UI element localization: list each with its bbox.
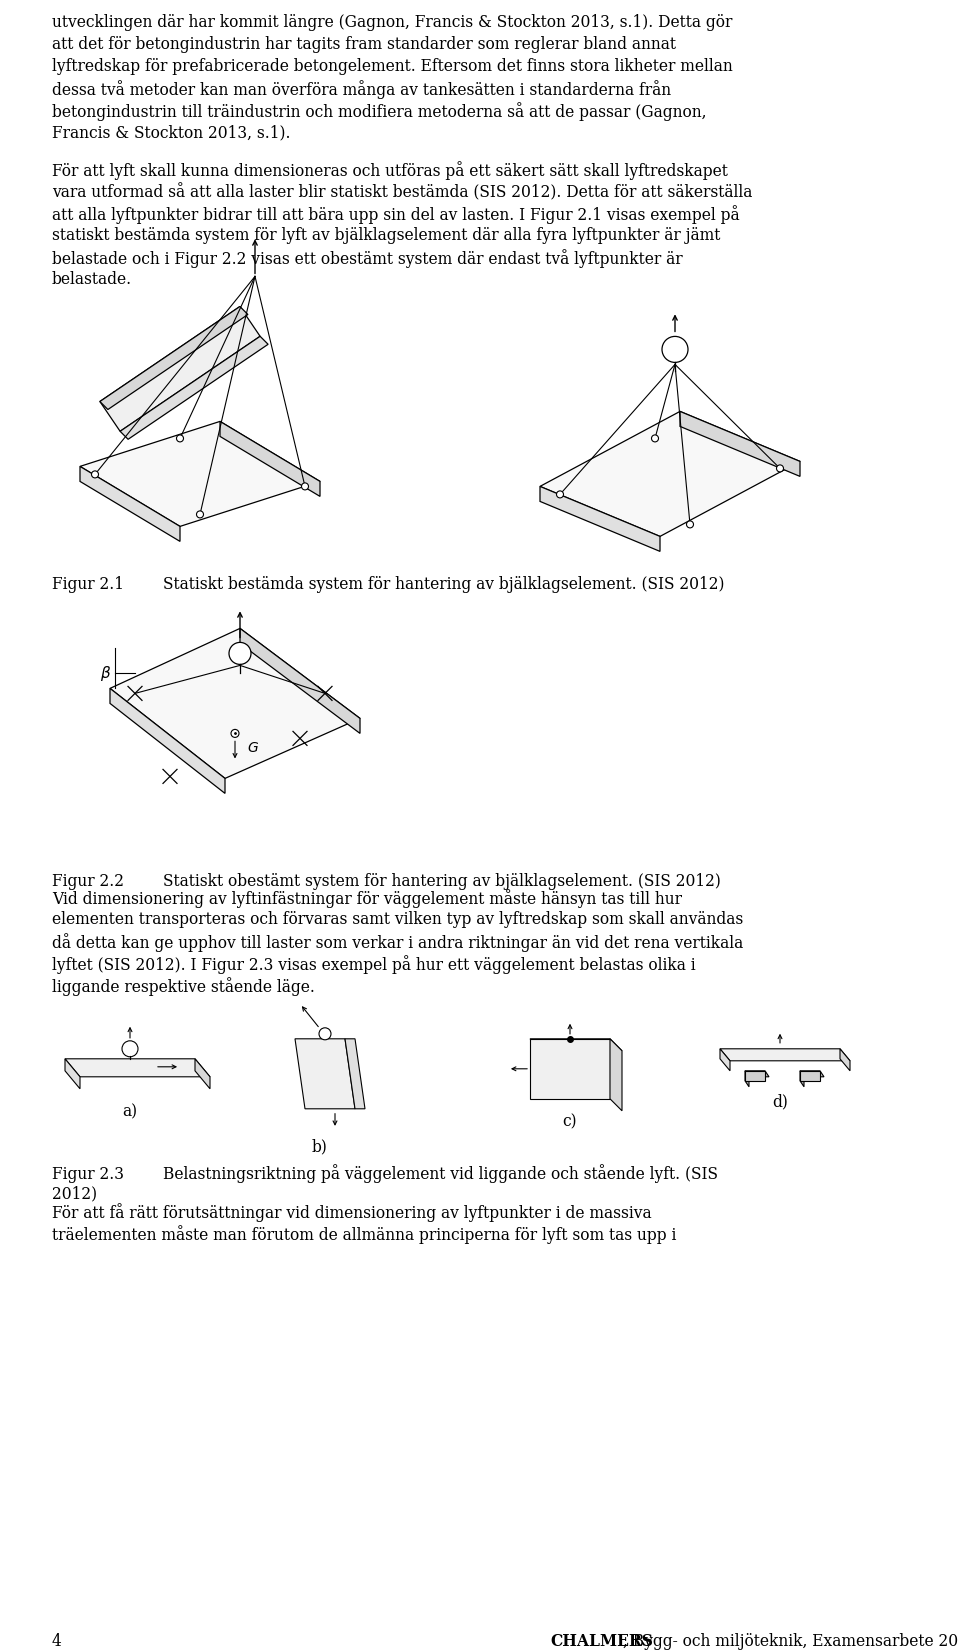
Text: liggande respektive stående läge.: liggande respektive stående läge. xyxy=(52,977,315,996)
Polygon shape xyxy=(295,1038,355,1109)
Polygon shape xyxy=(220,421,320,497)
Circle shape xyxy=(231,730,239,738)
Polygon shape xyxy=(540,411,800,537)
Circle shape xyxy=(301,482,308,490)
Polygon shape xyxy=(720,1048,730,1071)
Polygon shape xyxy=(745,1071,769,1076)
Circle shape xyxy=(557,490,564,499)
Polygon shape xyxy=(720,1048,850,1062)
Text: utvecklingen där har kommit längre (Gagnon, Francis & Stockton 2013, s.1). Detta: utvecklingen där har kommit längre (Gagn… xyxy=(52,13,732,31)
Text: , Bygg- och miljöteknik, Examensarbete 2014:23: , Bygg- och miljöteknik, Examensarbete 2… xyxy=(623,1633,960,1649)
Polygon shape xyxy=(800,1071,820,1081)
Text: För att få rätt förutsättningar vid dimensionering av lyftpunkter i de massiva: För att få rätt förutsättningar vid dime… xyxy=(52,1204,652,1222)
Text: Figur 2.3        Belastningsriktning på väggelement vid liggande och stående lyf: Figur 2.3 Belastningsriktning på väggele… xyxy=(52,1164,718,1182)
Text: statiskt bestämda system för lyft av bjälklagselement där alla fyra lyftpunkter : statiskt bestämda system för lyft av bjä… xyxy=(52,228,720,244)
Text: d): d) xyxy=(772,1095,788,1111)
Polygon shape xyxy=(240,629,360,733)
Circle shape xyxy=(229,642,251,664)
Text: träelementen måste man förutom de allmänna principerna för lyft som tas upp i: träelementen måste man förutom de allmän… xyxy=(52,1225,677,1245)
Text: 2012): 2012) xyxy=(52,1185,97,1204)
Circle shape xyxy=(686,522,693,528)
Polygon shape xyxy=(680,411,800,477)
Text: att alla lyftpunkter bidrar till att bära upp sin del av lasten. I Figur 2.1 vis: att alla lyftpunkter bidrar till att bär… xyxy=(52,205,739,225)
Polygon shape xyxy=(800,1071,804,1086)
Polygon shape xyxy=(80,466,180,542)
Text: $G$: $G$ xyxy=(247,741,259,756)
Polygon shape xyxy=(80,421,320,527)
Text: elementen transporteras och förvaras samt vilken typ av lyftredskap som skall an: elementen transporteras och förvaras sam… xyxy=(52,911,743,928)
Text: $\beta$: $\beta$ xyxy=(100,664,111,684)
Text: c): c) xyxy=(563,1114,577,1131)
Text: vara utformad så att alla laster blir statiskt bestämda (SIS 2012). Detta för at: vara utformad så att alla laster blir st… xyxy=(52,183,753,201)
Polygon shape xyxy=(745,1071,765,1081)
Polygon shape xyxy=(100,307,260,431)
Polygon shape xyxy=(840,1048,850,1071)
Polygon shape xyxy=(530,1038,622,1050)
Polygon shape xyxy=(530,1038,610,1100)
Polygon shape xyxy=(65,1058,210,1076)
Text: Francis & Stockton 2013, s.1).: Francis & Stockton 2013, s.1). xyxy=(52,124,291,140)
Circle shape xyxy=(652,434,659,442)
Polygon shape xyxy=(745,1071,749,1086)
Text: a): a) xyxy=(123,1105,137,1121)
Text: belastade.: belastade. xyxy=(52,271,132,289)
Text: Vid dimensionering av lyftinfästningar för väggelement måste hänsyn tas till hur: Vid dimensionering av lyftinfästningar f… xyxy=(52,888,682,908)
Polygon shape xyxy=(610,1038,622,1111)
Circle shape xyxy=(122,1040,138,1057)
Circle shape xyxy=(197,510,204,518)
Text: att det för betongindustrin har tagits fram standarder som reglerar bland annat: att det för betongindustrin har tagits f… xyxy=(52,36,676,53)
Text: För att lyft skall kunna dimensioneras och utföras på ett säkert sätt skall lyft: För att lyft skall kunna dimensioneras o… xyxy=(52,162,728,180)
Text: lyftredskap för prefabricerade betongelement. Eftersom det finns stora likheter : lyftredskap för prefabricerade betongele… xyxy=(52,58,732,74)
Polygon shape xyxy=(540,487,660,551)
Text: Figur 2.2        Statiskt obestämt system för hantering av bjälklagselement. (SI: Figur 2.2 Statiskt obestämt system för h… xyxy=(52,873,721,890)
Text: dessa två metoder kan man överföra många av tankesätten i standarderna från: dessa två metoder kan man överföra många… xyxy=(52,79,671,99)
Polygon shape xyxy=(110,629,360,778)
Text: lyftet (SIS 2012). I Figur 2.3 visas exempel på hur ett väggelement belastas oli: lyftet (SIS 2012). I Figur 2.3 visas exe… xyxy=(52,954,696,974)
Polygon shape xyxy=(110,688,225,794)
Text: belastade och i Figur 2.2 visas ett obestämt system där endast två lyftpunkter ä: belastade och i Figur 2.2 visas ett obes… xyxy=(52,249,683,269)
Circle shape xyxy=(91,471,99,477)
Circle shape xyxy=(662,337,688,363)
Text: CHALMERS: CHALMERS xyxy=(550,1633,653,1649)
Text: betongindustrin till träindustrin och modifiera metoderna så att de passar (Gagn: betongindustrin till träindustrin och mo… xyxy=(52,102,707,121)
Polygon shape xyxy=(345,1038,365,1109)
Polygon shape xyxy=(120,337,268,439)
Text: då detta kan ge upphov till laster som verkar i andra riktningar än vid det rena: då detta kan ge upphov till laster som v… xyxy=(52,933,743,951)
Text: b): b) xyxy=(312,1139,328,1156)
Circle shape xyxy=(319,1029,331,1040)
Text: 4: 4 xyxy=(52,1633,61,1649)
Polygon shape xyxy=(65,1058,80,1088)
Circle shape xyxy=(177,434,183,442)
Polygon shape xyxy=(100,307,248,409)
Circle shape xyxy=(777,466,783,472)
Polygon shape xyxy=(800,1071,824,1076)
Text: Figur 2.1        Statiskt bestämda system för hantering av bjälklagselement. (SI: Figur 2.1 Statiskt bestämda system för h… xyxy=(52,576,725,593)
Polygon shape xyxy=(195,1058,210,1088)
